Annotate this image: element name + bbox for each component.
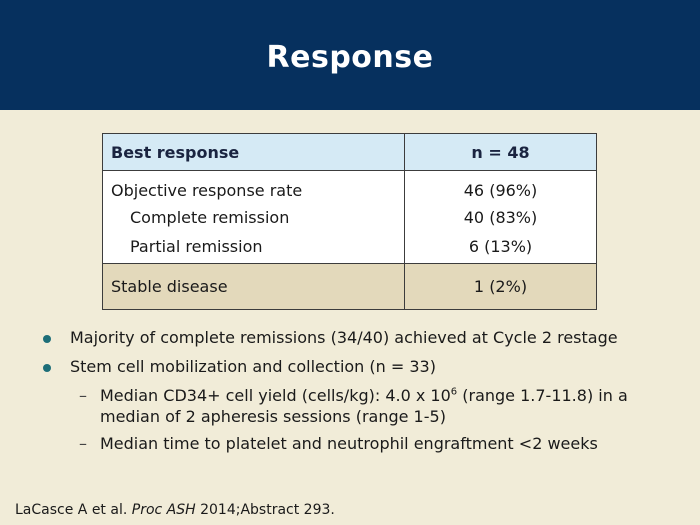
title-bar: Response [0,0,700,110]
dash-icon: – [79,434,87,453]
dash-icon: – [79,386,87,405]
row-label: Stable disease [102,263,405,310]
table-row: Objective response rate 46 (96%) [102,170,597,203]
header-n: n = 48 [404,133,597,171]
citation-rest: 2014;Abstract 293. [195,502,335,518]
response-table: Best response n = 48 Objective response … [102,133,597,310]
bullet-text: Majority of complete remissions (34/40) … [70,328,618,347]
row-value: 46 (96%) [404,170,597,203]
sub-bullet-item: – Median CD34+ cell yield (cells/kg): 4.… [40,385,670,427]
citation-journal: Proc ASH [131,502,196,518]
row-value: 6 (13%) [404,231,597,264]
sub-bullet-item: – Median time to platelet and neutrophil… [40,433,670,454]
row-label: Partial remission [102,231,405,264]
bullet-text: Stem cell mobilization and collection (n… [70,357,436,376]
table-row: Complete remission 40 (83%) [102,203,597,231]
citation: LaCasce A et al. Proc ASH 2014;Abstract … [15,502,335,518]
sub-bullet-text-post: (range 1.7-11.8) in a median of 2 aphere… [100,386,628,426]
bullet-dot-icon [43,335,51,343]
table-header-row: Best response n = 48 [102,133,597,171]
table-row-stable-disease: Stable disease 1 (2%) [102,263,597,310]
table-row: Partial remission 6 (13%) [102,231,597,264]
row-label: Objective response rate [102,170,405,203]
bullet-dot-icon [43,364,51,372]
citation-authors: LaCasce A et al. [15,502,132,518]
sub-bullet-text: Median time to platelet and neutrophil e… [100,434,598,453]
bullet-item: Stem cell mobilization and collection (n… [40,356,670,377]
bullet-item: Majority of complete remissions (34/40) … [40,327,670,348]
row-value: 1 (2%) [404,263,597,310]
row-value: 40 (83%) [404,203,597,231]
row-label: Complete remission [102,203,405,231]
slide-title: Response [266,39,434,75]
bullet-list: Majority of complete remissions (34/40) … [40,327,670,460]
superscript: 6 [450,386,458,398]
sub-bullet-text-pre: Median CD34+ cell yield (cells/kg): 4.0 … [100,386,451,405]
header-best-response: Best response [102,133,405,171]
